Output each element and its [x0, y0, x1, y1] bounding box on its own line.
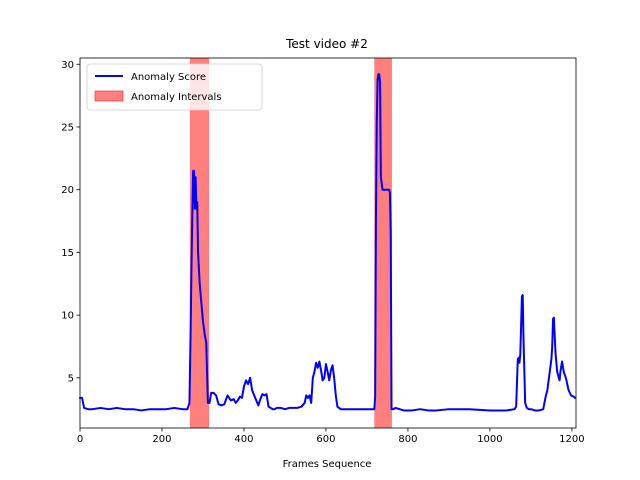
x-tick-label-1200: 1200 [559, 434, 584, 445]
y-tick-label-5: 5 [68, 373, 74, 384]
anomaly-interval-2 [374, 58, 392, 428]
axes-frame [79, 57, 577, 429]
y-tick-label-10: 10 [61, 311, 74, 322]
y-tick-label-20: 20 [61, 185, 74, 196]
x-tick-label-600: 600 [316, 434, 335, 445]
legend-label-anomaly-intervals: Anomaly Intervals [131, 92, 222, 103]
x-axis-label: Frames Sequence [283, 459, 372, 470]
legend-label-anomaly-score: Anomaly Score [131, 72, 206, 83]
legend-box [86, 63, 263, 111]
x-tick-label-200: 200 [152, 434, 171, 445]
y-tick-label-15: 15 [61, 248, 74, 259]
legend-swatch-anomaly-intervals [94, 90, 124, 102]
x-tick-label-0: 0 [77, 434, 83, 445]
series-line-anomaly-score [79, 73, 577, 412]
y-tick-label-30: 30 [61, 60, 74, 71]
x-tick-label-1000: 1000 [477, 434, 502, 445]
plot-area: 0 200 400 600 800 1000 1200 5 10 15 20 25 30 Anomaly … [61, 57, 585, 445]
y-tick-label-25: 25 [61, 122, 74, 133]
chart-title: Test video #2 [285, 37, 368, 51]
x-tick-label-800: 800 [398, 434, 417, 445]
x-tick-label-400: 400 [234, 434, 253, 445]
